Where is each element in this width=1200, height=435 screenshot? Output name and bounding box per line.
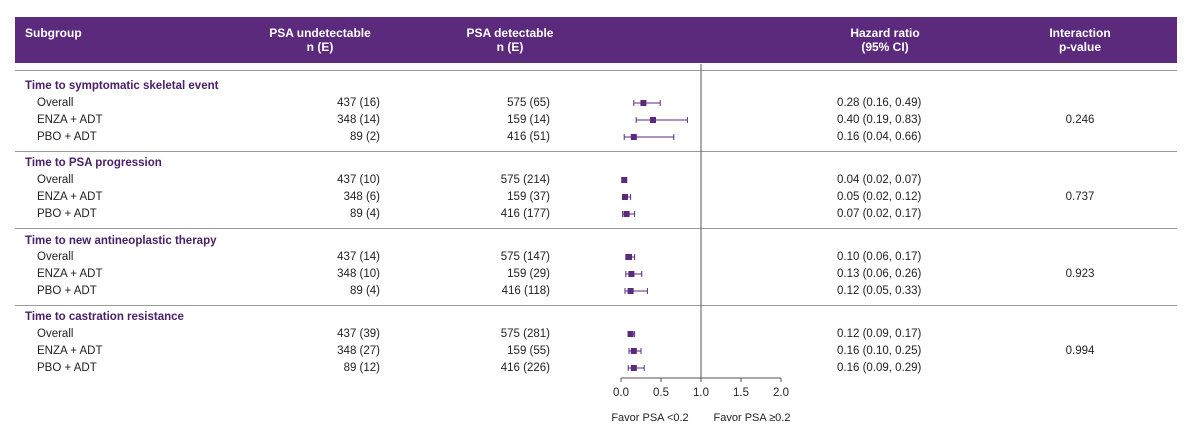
favor-right-label: Favor PSA ≥0.2: [714, 412, 791, 424]
header-interaction-line1: Interaction: [1049, 26, 1111, 40]
row-undetectable: 437 (16): [337, 97, 380, 109]
interaction-p-value: 0.923: [1065, 268, 1095, 280]
row-label: ENZA + ADT: [37, 191, 103, 203]
header-hazard-ratio: Hazard ratio (95% CI): [825, 26, 945, 54]
row-hr: 0.04 (0.02, 0.07): [837, 174, 922, 186]
section-rule: [15, 228, 1177, 229]
row-hr: 0.07 (0.02, 0.17): [837, 208, 922, 220]
header-detectable-line1: PSA detectable: [466, 26, 554, 40]
row-undetectable: 348 (6): [343, 191, 380, 203]
interaction-p-value: 0.737: [1065, 191, 1095, 203]
row-hr: 0.13 (0.06, 0.26): [837, 268, 922, 280]
hr-point: [640, 100, 647, 106]
row-undetectable: 437 (14): [337, 251, 380, 263]
header-detectable-line2: n (E): [496, 40, 524, 54]
row-detectable: 159 (55): [507, 345, 550, 357]
header-undetectable-line1: PSA undetectable: [269, 26, 371, 40]
row-hr: 0.12 (0.09, 0.17): [837, 328, 922, 340]
row-label: Overall: [37, 97, 74, 109]
row-hr: 0.40 (0.19, 0.83): [837, 114, 922, 126]
row-detectable: 575 (281): [500, 328, 550, 340]
section-rule: [15, 151, 1177, 152]
top-rule: [15, 70, 1177, 71]
row-label: Overall: [37, 174, 74, 186]
x-tick-label: 0.5: [653, 387, 669, 399]
x-tick-label: 2.0: [773, 387, 789, 399]
hr-point: [650, 117, 656, 123]
row-hr: 0.05 (0.02, 0.12): [837, 191, 922, 203]
section-title: Time to symptomatic skeletal event: [25, 80, 219, 92]
row-undetectable: 89 (4): [349, 208, 380, 220]
row-hr: 0.16 (0.10, 0.25): [837, 345, 922, 357]
hr-point: [630, 134, 637, 140]
row-detectable: 416 (226): [500, 362, 550, 374]
row-detectable: 416 (177): [500, 208, 550, 220]
hr-point: [630, 365, 637, 371]
top-strip: [0, 0, 420, 10]
row-label: PBO + ADT: [37, 362, 97, 374]
favor-left-label: Favor PSA <0.2: [611, 412, 688, 424]
row-undetectable: 89 (12): [343, 362, 380, 374]
header-interaction: Interaction p-value: [1020, 26, 1140, 54]
row-label: PBO + ADT: [37, 285, 97, 297]
row-hr: 0.12 (0.05, 0.33): [837, 285, 922, 297]
row-hr: 0.16 (0.09, 0.29): [837, 362, 922, 374]
header-interaction-line2: p-value: [1058, 40, 1101, 54]
header-hr-line1: Hazard ratio: [850, 26, 920, 40]
row-undetectable: 348 (14): [337, 114, 380, 126]
x-tick-label: 1.5: [733, 387, 749, 399]
row-label: Overall: [37, 251, 74, 263]
row-hr: 0.10 (0.06, 0.17): [837, 251, 922, 263]
hr-point: [626, 254, 632, 260]
row-label: PBO + ADT: [37, 131, 97, 143]
hr-point: [627, 288, 634, 294]
section-title: Time to PSA progression: [25, 157, 162, 169]
row-detectable: 416 (118): [501, 285, 550, 297]
row-label: ENZA + ADT: [37, 268, 103, 280]
header-hr-line2: (95% CI): [861, 40, 909, 54]
hr-point: [622, 194, 628, 200]
row-undetectable: 437 (39): [337, 328, 380, 340]
row-label: PBO + ADT: [37, 208, 97, 220]
row-hr: 0.16 (0.04, 0.66): [837, 131, 922, 143]
row-undetectable: 89 (4): [349, 285, 380, 297]
interaction-p-value: 0.994: [1065, 345, 1095, 357]
row-label: Overall: [37, 328, 74, 340]
row-label: ENZA + ADT: [37, 345, 103, 357]
section-title: Time to new antineoplastic therapy: [25, 235, 217, 247]
hr-point: [628, 271, 635, 277]
header-subgroup: Subgroup: [25, 26, 82, 40]
row-hr: 0.28 (0.16, 0.49): [837, 97, 922, 109]
row-undetectable: 89 (2): [349, 131, 380, 143]
hr-point: [623, 211, 630, 217]
section-rule: [15, 305, 1177, 306]
row-undetectable: 348 (27): [337, 345, 380, 357]
header-detectable: PSA detectable n (E): [450, 26, 570, 54]
hr-point: [627, 331, 634, 337]
row-detectable: 416 (51): [507, 131, 550, 143]
row-detectable: 159 (14): [507, 114, 550, 126]
hr-point: [621, 177, 628, 183]
row-detectable: 159 (29): [507, 268, 550, 280]
row-undetectable: 348 (10): [337, 268, 380, 280]
hr-point: [630, 348, 637, 354]
row-detectable: 159 (37): [507, 191, 550, 203]
row-detectable: 575 (214): [500, 174, 550, 186]
row-undetectable: 437 (10): [337, 174, 380, 186]
x-tick-label: 1.0: [693, 387, 709, 399]
row-detectable: 575 (147): [500, 251, 550, 263]
x-tick-label: 0.0: [613, 387, 629, 399]
header-undetectable-line2: n (E): [306, 40, 334, 54]
section-title: Time to castration resistance: [25, 311, 184, 323]
interaction-p-value: 0.246: [1065, 114, 1095, 126]
header-undetectable: PSA undetectable n (E): [260, 26, 380, 54]
row-detectable: 575 (65): [507, 97, 550, 109]
table-header: Subgroup PSA undetectable n (E) PSA dete…: [15, 17, 1177, 63]
row-label: ENZA + ADT: [37, 114, 103, 126]
